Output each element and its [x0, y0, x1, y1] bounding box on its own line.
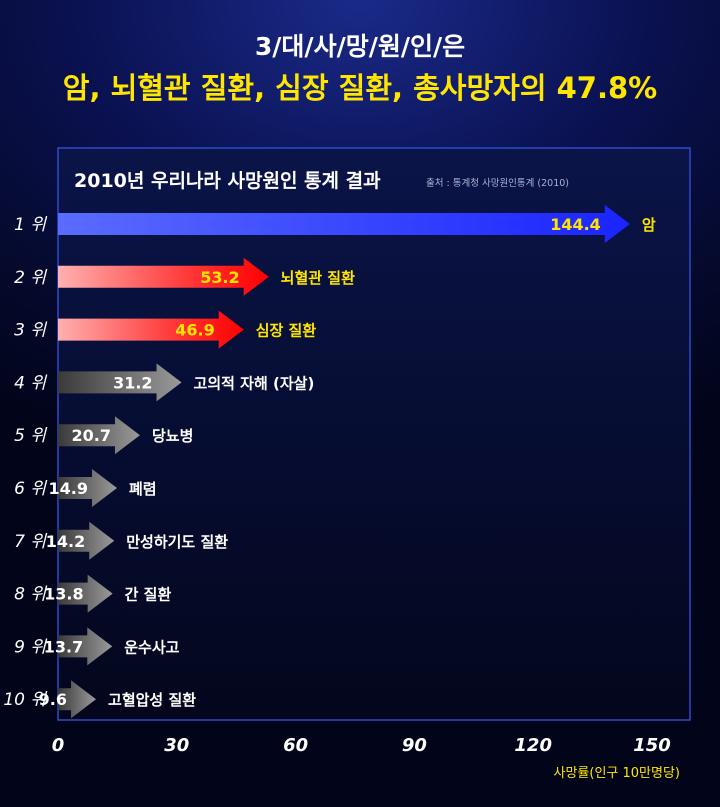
- bar-5: [58, 416, 140, 455]
- category-label-4: 고의적 자해 (자살): [194, 374, 315, 392]
- value-label-3: 46.9: [175, 321, 214, 340]
- category-label-5: 당뇨병: [152, 427, 193, 445]
- x-tick-0: 0: [52, 735, 65, 756]
- x-tick-3: 90: [402, 735, 427, 756]
- rank-label-8: 8 위: [14, 585, 47, 605]
- bar-4: [58, 363, 182, 402]
- x-tick-5: 150: [633, 735, 671, 756]
- panel-title: 2010년 우리나라 사망원인 통계 결과: [74, 170, 381, 192]
- x-axis-ticks: 0 30 60 90 120 150: [52, 735, 671, 756]
- category-label-6: 폐렴: [129, 480, 157, 498]
- rank-label-2: 2 위: [14, 268, 47, 288]
- bar-10: [58, 680, 97, 719]
- bar-2: [58, 257, 269, 296]
- x-tick-4: 120: [514, 735, 552, 756]
- rank-label-9: 9 위: [14, 637, 47, 657]
- rank-label-5: 5 위: [14, 426, 47, 446]
- value-label-9: 13.7: [44, 637, 83, 656]
- bar-9: [58, 627, 113, 666]
- rank-label-4: 4 위: [14, 373, 47, 393]
- bars-group: 144.4 암 53.2 뇌혈관 질환 46.9 심장 질환 31.2 고의적 자해 (자살)…: [39, 205, 656, 719]
- headline-top: 3/대/사/망/원/인/은: [254, 32, 466, 61]
- value-label-8: 13.8: [44, 585, 83, 604]
- value-label-7: 14.2: [46, 532, 85, 551]
- category-label-1: 암: [642, 216, 656, 234]
- value-label-6: 14.9: [49, 479, 88, 498]
- rank-label-3: 3 위: [14, 321, 47, 341]
- bar-7: [58, 521, 115, 560]
- bar-1: [58, 205, 630, 243]
- rank-labels: 1 위 2 위 3 위 4 위 5 위 6 위 7 위 8 위 9 위 10 위: [3, 215, 47, 710]
- rank-label-1: 1 위: [14, 215, 47, 235]
- rank-label-7: 7 위: [14, 532, 47, 552]
- value-label-1: 144.4: [550, 215, 601, 234]
- category-label-9: 운수사고: [124, 638, 179, 656]
- value-label-5: 20.7: [71, 426, 110, 445]
- category-label-8: 간 질환: [125, 586, 172, 604]
- header: 3/대/사/망/원/인/은 암, 뇌혈관 질환, 심장 질환, 총사망자의 47…: [0, 30, 720, 108]
- category-label-3: 심장 질환: [256, 322, 317, 340]
- value-label-4: 31.2: [113, 373, 152, 392]
- bar-3: [58, 310, 244, 349]
- x-tick-1: 30: [164, 735, 189, 756]
- rank-label-10: 10 위: [3, 690, 47, 710]
- category-label-10: 고혈압성 질환: [108, 691, 196, 709]
- category-label-2: 뇌혈관 질환: [281, 269, 355, 287]
- rank-label-6: 6 위: [14, 479, 47, 499]
- x-tick-2: 60: [283, 735, 308, 756]
- bar-8: [58, 574, 113, 613]
- value-label-2: 53.2: [200, 268, 239, 287]
- chart-panel: [57, 147, 691, 721]
- headline-main: 암, 뇌혈관 질환, 심장 질환, 총사망자의 47.8%: [62, 71, 658, 105]
- bar-6: [58, 469, 118, 507]
- value-label-10: 9.6: [39, 690, 67, 709]
- x-axis-label: 사망률(인구 10만명당): [554, 766, 681, 781]
- panel-source: 출처 : 통계청 사망원인통계 (2010): [426, 177, 569, 189]
- category-label-7: 만성하기도 질환: [126, 533, 228, 551]
